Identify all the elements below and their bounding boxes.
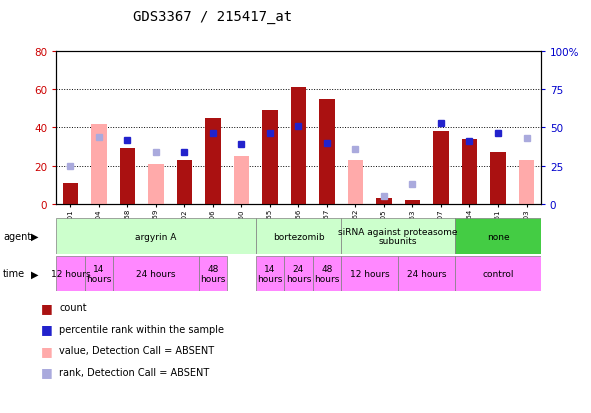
Text: 24 hours: 24 hours (136, 269, 176, 278)
Bar (313, 256, 341, 291)
Bar (348, 161, 363, 204)
Text: percentile rank within the sample: percentile rank within the sample (59, 324, 224, 334)
Text: ■: ■ (41, 323, 53, 336)
Bar (148, 164, 164, 204)
Bar (398, 256, 455, 291)
Bar (205, 119, 221, 204)
Bar (63, 183, 78, 204)
Bar (256, 219, 341, 254)
Text: 12 hours: 12 hours (350, 269, 389, 278)
Text: agent: agent (3, 231, 31, 242)
Text: control: control (482, 269, 514, 278)
Bar (91, 124, 107, 204)
Bar (177, 161, 192, 204)
Text: 14
hours: 14 hours (257, 264, 282, 283)
Text: GDS3367 / 215417_at: GDS3367 / 215417_at (133, 10, 293, 24)
Bar (119, 149, 135, 204)
Text: ■: ■ (41, 344, 53, 357)
Bar (341, 256, 398, 291)
Bar (341, 219, 455, 254)
Bar (291, 88, 306, 204)
Text: 48
hours: 48 hours (200, 264, 226, 283)
Bar (284, 256, 313, 291)
Bar (319, 100, 335, 204)
Bar (455, 256, 541, 291)
Bar (462, 140, 478, 204)
Text: 48
hours: 48 hours (314, 264, 340, 283)
Bar (519, 161, 534, 204)
Text: 24
hours: 24 hours (286, 264, 311, 283)
Text: siRNA against proteasome
subunits: siRNA against proteasome subunits (339, 227, 458, 246)
Text: argyrin A: argyrin A (135, 232, 177, 241)
Bar (490, 153, 506, 204)
Text: ■: ■ (41, 301, 53, 314)
Bar (199, 256, 227, 291)
Text: ▶: ▶ (31, 268, 38, 279)
Text: ■: ■ (41, 366, 53, 379)
Bar (56, 219, 256, 254)
Bar (113, 256, 199, 291)
Text: ▶: ▶ (31, 231, 38, 242)
Text: none: none (487, 232, 509, 241)
Bar (433, 132, 449, 204)
Text: count: count (59, 303, 87, 313)
Bar (376, 199, 392, 204)
Text: rank, Detection Call = ABSENT: rank, Detection Call = ABSENT (59, 367, 209, 377)
Bar (56, 256, 85, 291)
Text: 24 hours: 24 hours (407, 269, 446, 278)
Bar (455, 219, 541, 254)
Bar (256, 256, 284, 291)
Text: 14
hours: 14 hours (86, 264, 112, 283)
Text: 12 hours: 12 hours (51, 269, 90, 278)
Text: time: time (3, 268, 25, 279)
Text: value, Detection Call = ABSENT: value, Detection Call = ABSENT (59, 346, 214, 356)
Bar (405, 201, 420, 204)
Bar (233, 157, 249, 204)
Text: bortezomib: bortezomib (272, 232, 324, 241)
Bar (262, 111, 278, 204)
Bar (85, 256, 113, 291)
